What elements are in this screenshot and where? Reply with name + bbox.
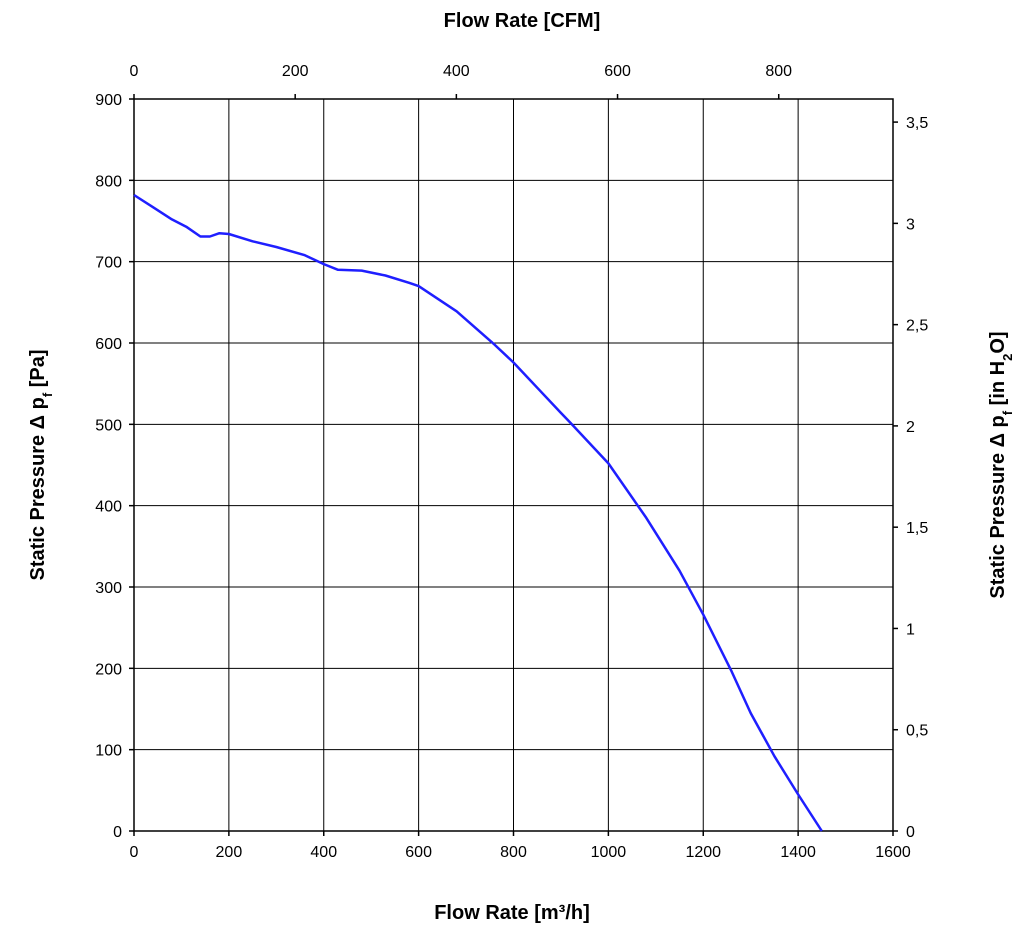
x-tick-label: 1000 bbox=[591, 844, 627, 861]
x-axis-title: Flow Rate [m³/h] bbox=[434, 902, 590, 924]
x2-axis-title: Flow Rate [CFM] bbox=[444, 10, 601, 32]
y2-tick-label: 1,5 bbox=[906, 520, 928, 537]
y2-tick-label: 2 bbox=[906, 419, 915, 436]
series-line-static-pressure bbox=[133, 193, 823, 832]
y2-tick-label: 2,5 bbox=[906, 318, 928, 335]
y-tick-label: 400 bbox=[95, 499, 122, 516]
tick-labels: 0 200 400 600 800 1000 1200 1400 160001002003004… bbox=[95, 63, 928, 861]
x-tick-label: 1400 bbox=[780, 844, 816, 861]
y-tick-label: 600 bbox=[95, 336, 122, 353]
x-tick-label: 1600 bbox=[875, 844, 911, 861]
y-tick-label: 800 bbox=[95, 173, 122, 190]
y2-tick-label: 0 bbox=[906, 824, 915, 841]
tick-marks bbox=[129, 94, 898, 836]
x2-tick-label: 800 bbox=[765, 63, 792, 80]
y2-tick-label: 3,5 bbox=[906, 115, 928, 132]
y-tick-label: 900 bbox=[95, 92, 122, 109]
y-tick-label: 300 bbox=[95, 580, 122, 597]
x2-tick-label: 200 bbox=[282, 63, 309, 80]
x2-tick-label: 400 bbox=[443, 63, 470, 80]
y-tick-label: 500 bbox=[95, 417, 122, 434]
x-tick-label: 600 bbox=[405, 844, 432, 861]
y-tick-label: 0 bbox=[113, 824, 122, 841]
x2-tick-label: 600 bbox=[604, 63, 631, 80]
x-tick-label: 1200 bbox=[685, 844, 721, 861]
y-axis-title: Static Pressure Δ pf [Pa] bbox=[27, 349, 55, 580]
x-tick-label: 200 bbox=[216, 844, 243, 861]
y2-axis-title: Static Pressure Δ pf [in H2O] bbox=[987, 331, 1015, 598]
y-tick-label: 100 bbox=[95, 743, 122, 760]
x2-tick-label: 0 bbox=[130, 63, 139, 80]
grid-lines bbox=[133, 98, 894, 832]
y-tick-label: 200 bbox=[95, 661, 122, 678]
x-tick-label: 0 bbox=[130, 844, 139, 861]
y2-tick-label: 1 bbox=[906, 621, 915, 638]
x-tick-label: 800 bbox=[500, 844, 527, 861]
y2-tick-label: 0,5 bbox=[906, 723, 928, 740]
x-tick-label: 400 bbox=[310, 844, 337, 861]
y2-tick-label: 3 bbox=[906, 216, 915, 233]
y-tick-label: 700 bbox=[95, 255, 122, 272]
